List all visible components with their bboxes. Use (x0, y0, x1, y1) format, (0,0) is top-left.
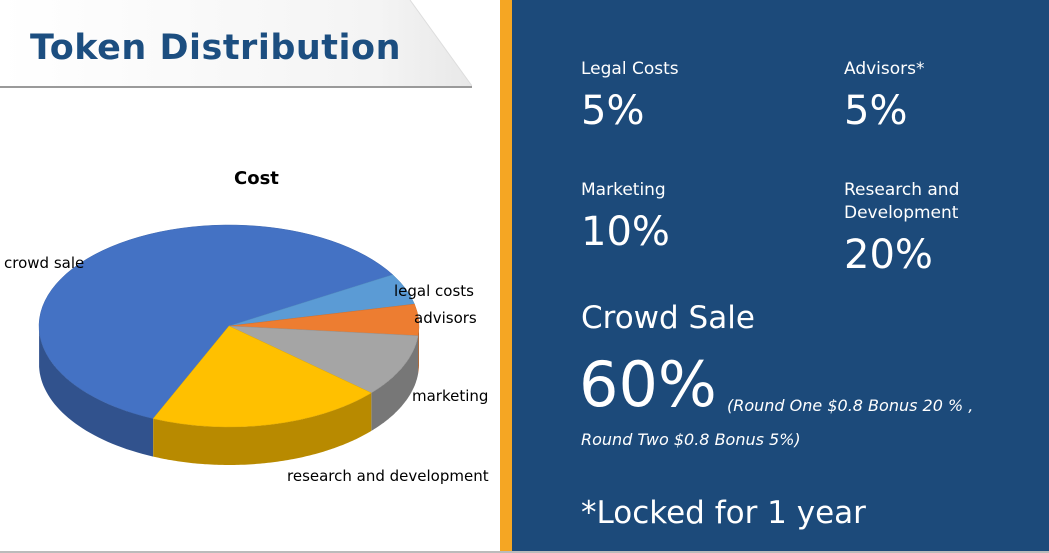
slice-crowd-sale (38, 224, 394, 419)
slice-crowd-sale-side (39, 329, 154, 457)
crowd-sale-value: 60% (579, 348, 717, 421)
slice-research-and-development (152, 325, 372, 428)
crowd-sale-rounds-line2: Round Two $0.8 Bonus 5%) (581, 430, 801, 449)
research-label-line1: Research and (844, 180, 960, 200)
marketing-value: 10% (581, 209, 670, 255)
crowd-sale-label: Crowd Sale (581, 300, 755, 336)
slice-label-marketing: marketing (412, 387, 488, 405)
slice-label-research-and-development: research and development (287, 467, 489, 485)
title-banner (0, 0, 472, 87)
accent-strip (500, 0, 512, 553)
slice-marketing-side (371, 335, 419, 431)
bottom-border (0, 551, 1049, 553)
slice-label-crowd-sale: crowd sale (4, 254, 84, 272)
chart-title: Cost (234, 168, 279, 189)
locked-note: *Locked for 1 year (581, 495, 866, 531)
slice-advisors-side (418, 326, 419, 374)
marketing-label: Marketing (581, 180, 666, 200)
research-value: 20% (844, 232, 933, 278)
page-title: Token Distribution (30, 28, 401, 68)
title-divider (0, 86, 472, 88)
advisors-value: 5% (844, 88, 908, 134)
pie-chart: crowd sale legal costs advisors marketing re… (4, 224, 489, 485)
crowd-sale-rounds-line1: (Round One $0.8 Bonus 20 % , (727, 396, 974, 415)
research-label-line2: Development (844, 203, 959, 223)
advisors-label: Advisors* (844, 59, 925, 79)
slice-research-and-development-side (153, 392, 372, 465)
legal-costs-value: 5% (581, 88, 645, 134)
legal-costs-label: Legal Costs (581, 59, 679, 79)
slice-label-advisors: advisors (414, 309, 477, 327)
stats-panel: Legal Costs 5% Advisors* 5% Marketing 10… (512, 0, 1049, 553)
slice-marketing (228, 325, 419, 394)
left-panel: Token Distribution Cost crowd sale legal … (0, 0, 500, 553)
slice-label-legal-costs: legal costs (394, 282, 474, 300)
